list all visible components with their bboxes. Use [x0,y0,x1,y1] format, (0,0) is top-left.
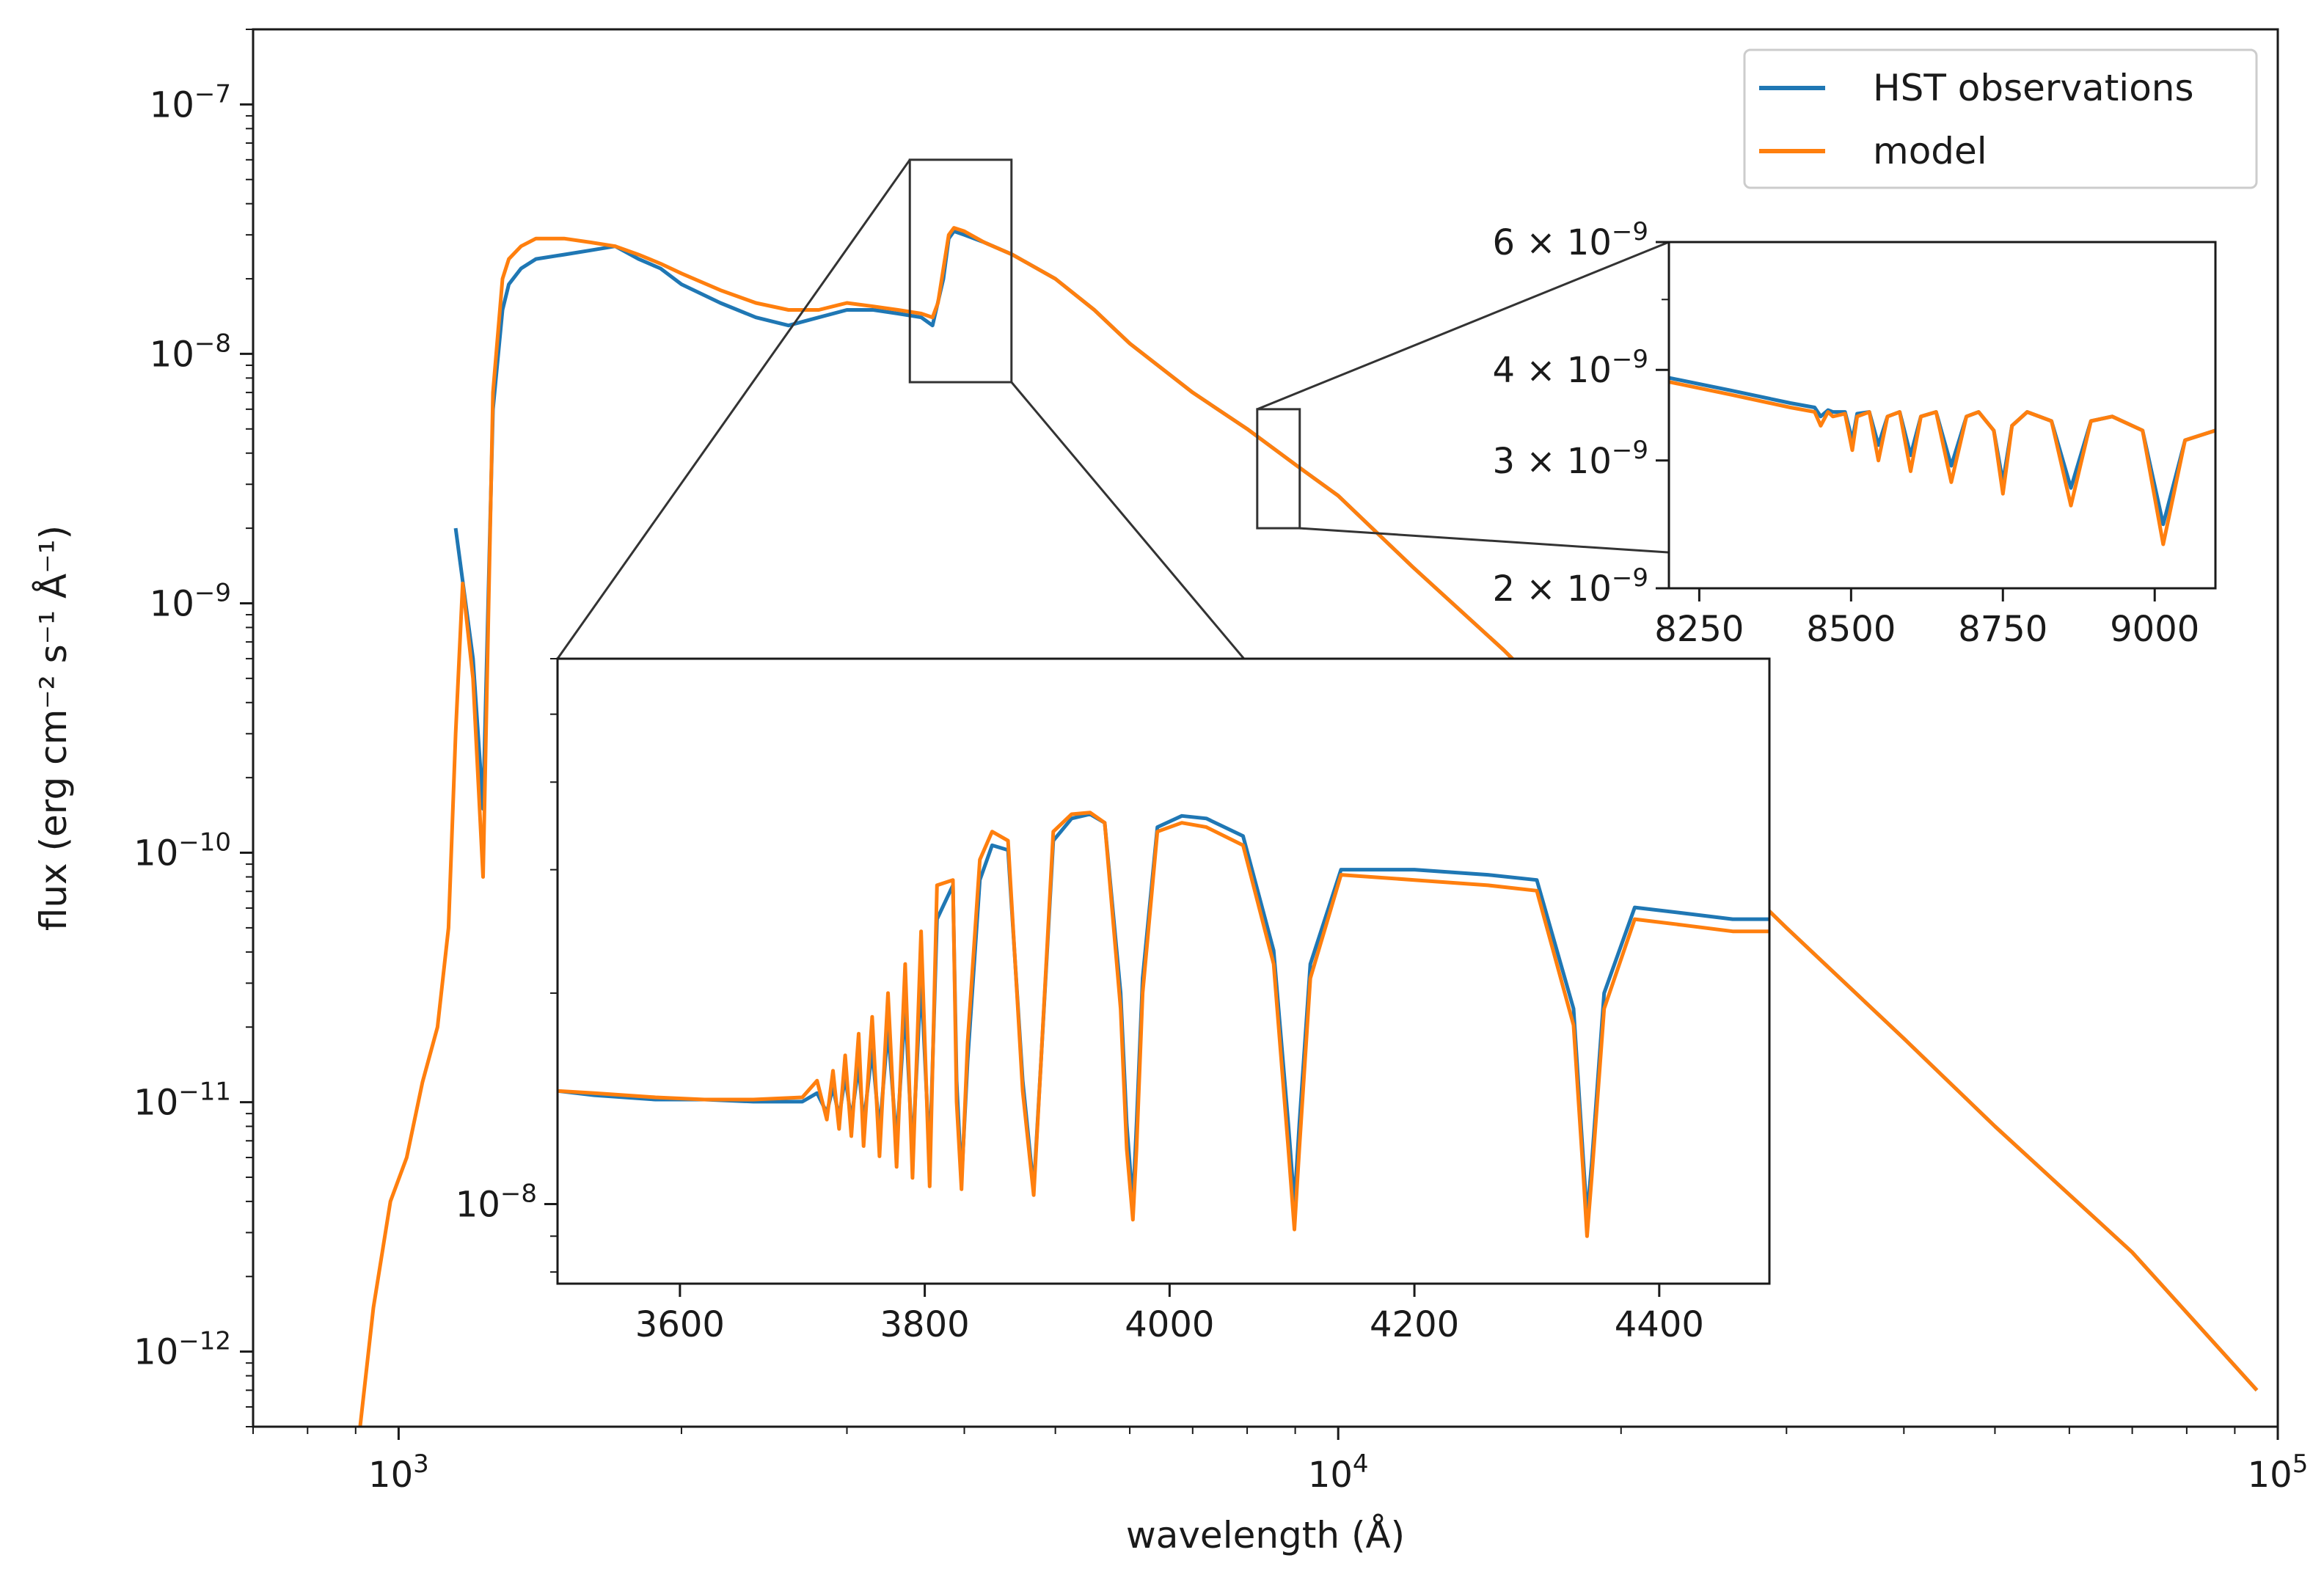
x-tick-label: 105 [2248,1449,2309,1496]
series-line-model [558,811,1769,1238]
inset1-frame [556,657,1771,1285]
inset2-y-tick-label: 3 × 10−9 [1493,436,1648,482]
inset-paschen-zoom: 8250 8500 8750 9000 6 × 10−9 4 × 10−9 3 × 10−9… [1493,217,2217,650]
legend-box [1743,48,2258,189]
y-tick-label: 10−9 [150,578,231,624]
inset2-region-box [1256,408,1301,530]
main-axes-frame [252,28,2279,1428]
y-axis-label: flux (erg cm⁻² s⁻¹ Å⁻¹) [32,525,75,931]
series-line-model [1669,380,2215,546]
inset2-connector [1257,241,1670,411]
inset2-y-tick-label: 2 × 10−9 [1493,563,1648,610]
inset-balmer-zoom: 3600 3800 4000 4200 4400 10−8 [456,657,1771,1345]
inset2-y-tick-label: 6 × 10−9 [1493,217,1648,263]
inset2-background [1669,242,2215,588]
legend: HST observations model [1743,48,2258,189]
x-axis-label: wavelength (Å) [1126,1514,1405,1557]
x-tick-label: 103 [368,1449,429,1496]
series-line-model [358,226,2259,1427]
y-tick-label: 10−7 [150,79,231,125]
inset2-frame [1667,241,2217,590]
y-tick-label: 10−11 [134,1078,231,1124]
legend-label-model: model [1873,130,1987,172]
inset1-connector [556,158,911,659]
y-tick-label: 10−12 [134,1327,231,1373]
inset1-x-tick-label: 4400 [1615,1304,1704,1345]
inset1-x-tick-label: 3800 [880,1304,970,1345]
inset1-background [558,659,1769,1284]
inset1-x-tick-label: 3600 [635,1304,725,1345]
legend-label-observations: HST observations [1873,67,2194,109]
y-tick-label: 10−10 [134,828,231,874]
inset1-x-tick-label: 4000 [1125,1304,1214,1345]
inset1-x-tick-label: 4200 [1370,1304,1459,1345]
inset2-x-tick-label: 8750 [1958,609,2047,650]
inset1-region-box [908,158,1013,384]
inset2-x-tick-label: 8500 [1806,609,1896,650]
inset2-y-tick-label: 4 × 10−9 [1493,345,1648,391]
inset2-x-tick-label: 9000 [2110,609,2199,650]
inset1-y-tick-label: 10−8 [456,1179,537,1226]
inset2-x-tick-label: 8250 [1654,609,1744,650]
y-tick-label: 10−8 [150,329,231,375]
main-plot: 103 104 105 10−7 10−8 10−9 10−10 10−11 10−12 wave… [32,28,2309,1557]
x-tick-label: 104 [1308,1449,1369,1496]
